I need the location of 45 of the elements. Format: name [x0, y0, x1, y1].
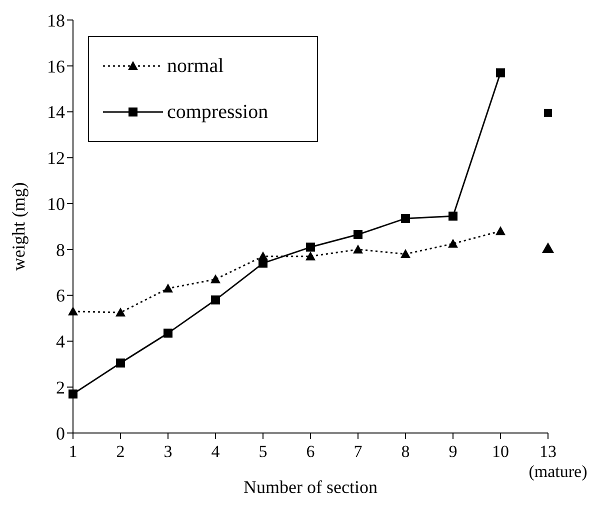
point [496, 68, 505, 78]
x-tick-label: 2 [116, 442, 125, 461]
legend-label: normal [167, 54, 224, 78]
point [448, 212, 458, 221]
point [68, 306, 78, 316]
point [211, 295, 220, 304]
point [116, 308, 126, 317]
y-tick-label: 14 [47, 102, 65, 122]
point [164, 328, 172, 338]
x-tick-label: 4 [211, 442, 220, 461]
x-tick-label: 8 [401, 442, 410, 461]
y-tick-label: 12 [47, 148, 65, 168]
y-tick-label: 2 [56, 378, 65, 398]
legend-label: compression [167, 100, 268, 124]
point [116, 358, 125, 368]
x-tick-label: 3 [164, 442, 172, 461]
y-tick-label: 18 [47, 10, 65, 30]
point [163, 283, 173, 292]
x-tick-label: 9 [448, 442, 458, 461]
point [68, 389, 78, 398]
x-tick-label: 10 [492, 442, 509, 461]
point [400, 249, 410, 258]
y-tick-label: 6 [56, 286, 65, 306]
x-tick-label: 13 (mature) [528, 442, 588, 481]
point [354, 230, 362, 240]
y-tick-label: 16 [47, 56, 65, 76]
point [306, 251, 316, 260]
x-tick-label: 1 [68, 442, 78, 461]
point [210, 274, 220, 284]
point [306, 242, 315, 252]
point [353, 244, 363, 254]
point [544, 108, 552, 117]
x-tick-label: 5 [258, 442, 268, 461]
y-tick-label: 4 [56, 332, 65, 352]
point [258, 258, 268, 268]
x-tick-label: 6 [306, 442, 315, 461]
point [448, 238, 458, 248]
y-tick-label: 8 [56, 240, 65, 260]
point [496, 226, 506, 236]
y-axis-title: weight (mg) [8, 182, 28, 271]
y-tick-label: 0 [56, 423, 65, 444]
y-tick-label: 10 [47, 194, 65, 214]
x-axis-title: Number of section [244, 477, 378, 497]
x-tick-label: 7 [354, 442, 363, 461]
point [401, 214, 410, 223]
